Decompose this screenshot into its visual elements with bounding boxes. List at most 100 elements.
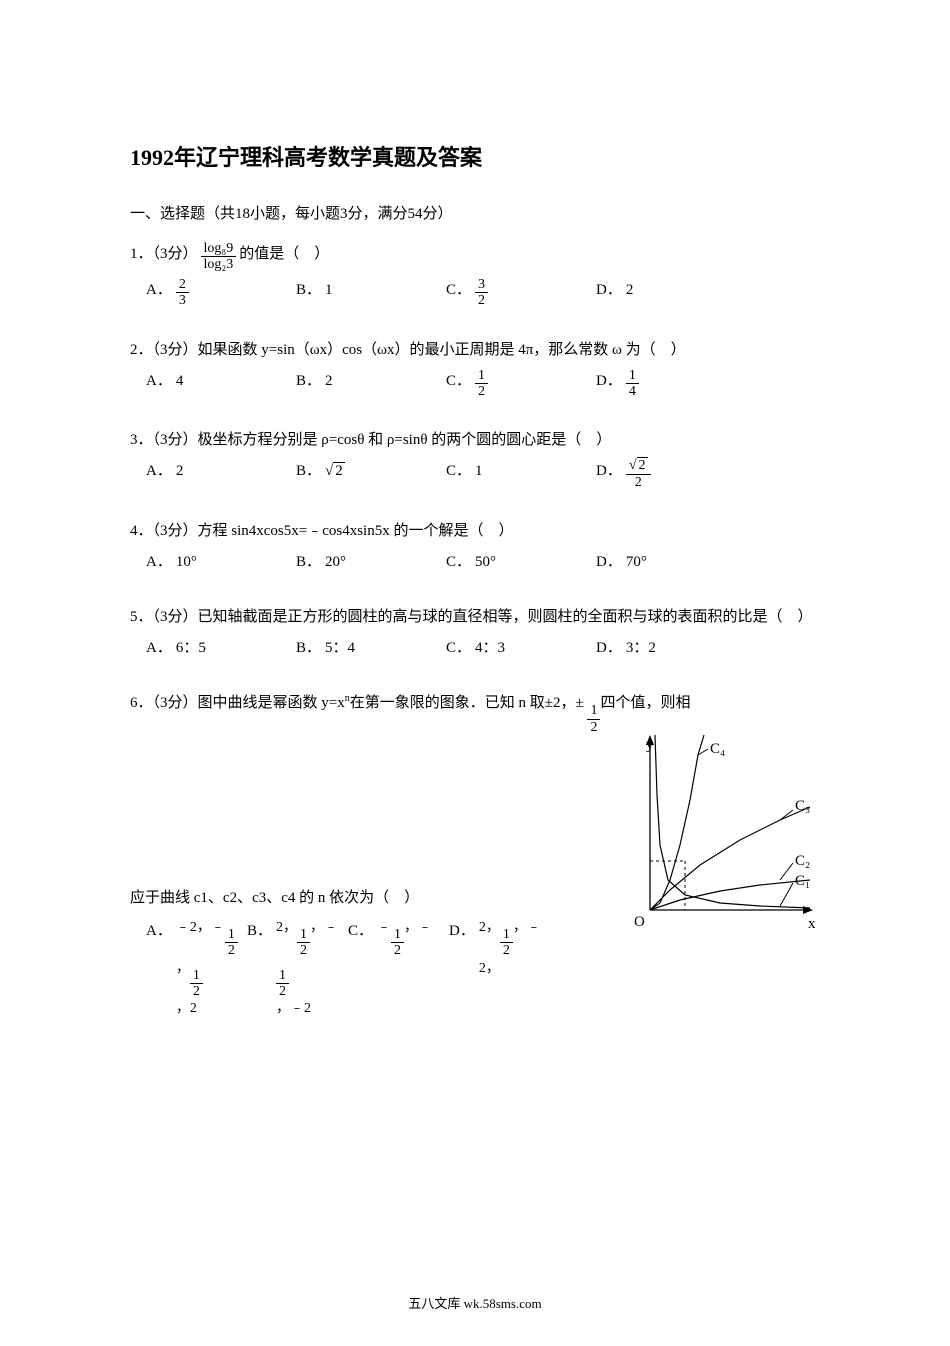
q1-expr: log₈9 log₂3 — [201, 241, 237, 273]
frac-den: 2 — [475, 293, 488, 308]
txt: ， — [176, 961, 190, 976]
frac-den: 2 — [500, 943, 513, 958]
txt: ﹣ — [377, 920, 391, 935]
opt-label: A． — [146, 277, 172, 304]
opt-content: ﹣12，﹣ — [377, 918, 432, 959]
opt-text: 20° — [325, 549, 346, 576]
q6-options: A． ﹣2，﹣12，12，2 B． 2，12，﹣12，﹣2 C． ﹣12，﹣ D… — [130, 918, 550, 1019]
q5-num: 5．（3分） — [130, 604, 198, 631]
opt-label: A． — [146, 635, 172, 662]
txt: 2， — [276, 920, 297, 935]
q1-opt-d: D． 2 — [596, 277, 746, 309]
svg-text:O: O — [634, 914, 645, 930]
frac-num: 1 — [626, 368, 639, 384]
q3-num: 3．（3分） — [130, 427, 198, 454]
opt-content: 2，12，﹣2， — [479, 918, 550, 978]
q2-text: 如果函数 y=sin（ωx）cos（ωx）的最小正周期是 4π，那么常数 ω 为… — [198, 337, 686, 364]
opt-label: B． — [296, 635, 321, 662]
opt-text: 10° — [176, 549, 197, 576]
question-6: 6．（3分）图中曲线是幂函数 y=xn在第一象限的图象．已知 n 取±2，± 1… — [130, 690, 820, 1019]
q1-expr-den: log₂3 — [201, 257, 237, 272]
opt-label: D． — [449, 918, 475, 945]
q6-num: 6．（3分） — [130, 695, 198, 711]
q6-opt-d: D． 2，12，﹣2， — [449, 918, 550, 1019]
q1-tail: 的值是（ ） — [239, 241, 329, 268]
q6-mid: 在第一象限的图象．已知 n 取±2，± — [350, 695, 588, 711]
frac-num: 1 — [225, 927, 238, 943]
opt-label: D． — [596, 277, 622, 304]
section-header: 一、选择题（共18小题，每小题3分，满分54分） — [130, 202, 820, 223]
frac-den: 2 — [632, 475, 645, 490]
radicand: 2 — [333, 462, 345, 479]
opt-text: 2 — [176, 458, 184, 485]
q6-opt-c: C． ﹣12，﹣ — [348, 918, 449, 1019]
opt-text: 50° — [475, 549, 496, 576]
opt-label: D． — [596, 635, 622, 662]
txt: ，﹣ — [404, 920, 432, 935]
q1-opt-c: C． 32 — [446, 277, 596, 309]
opt-text: 2 — [325, 368, 333, 395]
q4-options: A．10° B．20° C．50° D．70° — [130, 549, 820, 576]
frac-num: 3 — [475, 277, 488, 293]
svg-text:x: x — [808, 916, 816, 932]
opt-label: B． — [296, 368, 321, 395]
q5-opt-d: D．3：2 — [596, 635, 746, 662]
q2-options: A．4 B．2 C．12 D．14 — [130, 368, 820, 400]
q3-opt-d: D． 22 — [596, 458, 746, 490]
txt: ﹣2，﹣ — [176, 920, 225, 935]
txt: ，﹣ — [310, 920, 338, 935]
frac-den: 2 — [190, 984, 203, 999]
q5-opt-a: A．6：5 — [146, 635, 296, 662]
opt-text: 6：5 — [176, 635, 206, 662]
opt-label: D． — [596, 549, 622, 576]
q6-post: 四个值，则相 — [600, 695, 690, 711]
frac-num: 1 — [190, 968, 203, 984]
opt-content: 2，12，﹣12，﹣2 — [276, 918, 348, 1019]
txt: ，2 — [176, 1001, 197, 1016]
opt-label: B． — [296, 549, 321, 576]
svg-text:C₄: C₄ — [710, 741, 725, 757]
frac-den: 2 — [587, 720, 600, 735]
frac-num: 1 — [475, 368, 488, 384]
q6-pre: 图中曲线是幂函数 y=x — [198, 695, 345, 711]
frac-den: 3 — [176, 293, 189, 308]
q2-opt-c: C．12 — [446, 368, 596, 400]
q4-opt-b: B．20° — [296, 549, 446, 576]
txt: 2， — [479, 920, 500, 935]
q3-options: A．2 B．2 C．1 D． 22 — [130, 458, 820, 490]
q4-opt-d: D．70° — [596, 549, 746, 576]
frac-num: 1 — [500, 927, 513, 943]
q2-opt-a: A．4 — [146, 368, 296, 400]
opt-label: C． — [446, 458, 471, 485]
opt-label: A． — [146, 918, 172, 945]
sqrt-icon: 2 — [629, 458, 648, 473]
opt-text: 4 — [176, 368, 184, 395]
frac-den: 2 — [391, 943, 404, 958]
q4-opt-a: A．10° — [146, 549, 296, 576]
opt-label: C． — [446, 635, 471, 662]
opt-label: C． — [348, 918, 373, 945]
q5-opt-b: B．5：4 — [296, 635, 446, 662]
svg-text:C₂: C₂ — [795, 853, 810, 869]
frac-num: 1 — [391, 927, 404, 943]
q4-num: 4．（3分） — [130, 518, 198, 545]
opt-label: C． — [446, 549, 471, 576]
q3-opt-c: C．1 — [446, 458, 596, 490]
opt-content: ﹣2，﹣12，12，2 — [176, 918, 247, 1019]
q1-opt-a: A． 23 — [146, 277, 296, 309]
q2-opt-d: D．14 — [596, 368, 746, 400]
power-function-chart: yxOC₄C₃C₂C₁ — [560, 735, 820, 975]
opt-text: 70° — [626, 549, 647, 576]
frac-num: 2 — [626, 458, 651, 474]
q1-expr-num: log₈9 — [201, 241, 237, 257]
frac-den: 2 — [276, 984, 289, 999]
q4-text: 方程 sin4xcos5x=﹣cos4xsin5x 的一个解是（ ） — [198, 518, 514, 545]
opt-label: A． — [146, 549, 172, 576]
frac-den: 2 — [225, 943, 238, 958]
question-2: 2．（3分） 如果函数 y=sin（ωx）cos（ωx）的最小正周期是 4π，那… — [130, 337, 820, 400]
opt-text: 3：2 — [626, 635, 656, 662]
page-title: 1992年辽宁理科高考数学真题及答案 — [130, 140, 820, 172]
q3-opt-a: A．2 — [146, 458, 296, 490]
txt: ，﹣2 — [276, 1001, 311, 1016]
q4-opt-c: C．50° — [446, 549, 596, 576]
